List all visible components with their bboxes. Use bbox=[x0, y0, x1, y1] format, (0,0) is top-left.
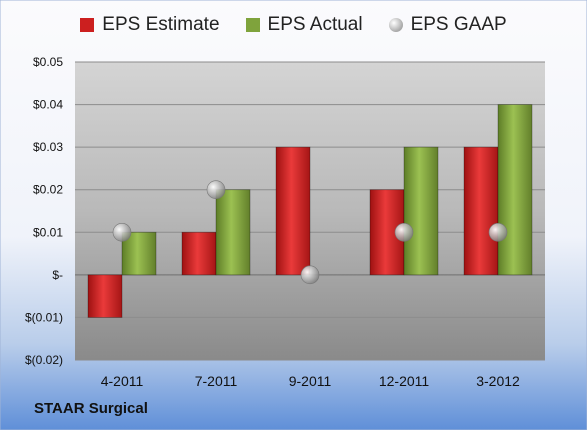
gaap-marker bbox=[112, 222, 132, 242]
y-tick-label: $0.05 bbox=[33, 55, 63, 69]
legend-item-actual: EPS Actual bbox=[245, 14, 363, 36]
legend-label-actual: EPS Actual bbox=[267, 14, 363, 35]
x-tick-label: 7-2011 bbox=[195, 373, 238, 389]
bar-eps-actual bbox=[121, 231, 157, 276]
bar-eps-estimate bbox=[87, 274, 123, 318]
legend-label-estimate: EPS Estimate bbox=[102, 14, 220, 35]
y-tick-label: $0.02 bbox=[33, 183, 63, 197]
legend-swatch-gaap bbox=[388, 18, 403, 32]
legend-label-gaap: EPS GAAP bbox=[410, 14, 507, 35]
bar-eps-actual bbox=[215, 189, 251, 276]
bar-eps-actual bbox=[497, 104, 533, 276]
legend: EPS Estimate EPS Actual EPS GAAP bbox=[0, 14, 587, 36]
bar-eps-estimate bbox=[275, 146, 311, 276]
gaap-marker bbox=[206, 180, 226, 200]
legend-swatch-actual bbox=[245, 18, 260, 32]
x-tick-label: 9-2011 bbox=[289, 373, 332, 389]
y-tick-label: $(0.02) bbox=[25, 353, 63, 367]
legend-swatch-estimate bbox=[80, 18, 95, 32]
gaap-marker bbox=[394, 222, 414, 242]
x-tick-label: 12-2011 bbox=[379, 373, 430, 389]
legend-item-gaap: EPS GAAP bbox=[388, 14, 507, 36]
y-tick-label: $0.04 bbox=[33, 98, 63, 112]
gaap-marker bbox=[300, 265, 320, 285]
bar-eps-actual bbox=[403, 146, 439, 276]
company-label: STAAR Surgical bbox=[34, 400, 148, 417]
gaap-marker bbox=[488, 222, 508, 242]
legend-item-estimate: EPS Estimate bbox=[80, 14, 220, 36]
y-tick-label: $0.03 bbox=[33, 140, 63, 154]
y-tick-label: $(0.01) bbox=[25, 310, 63, 324]
bar-eps-estimate bbox=[463, 146, 499, 276]
x-tick-label: 4-2011 bbox=[101, 373, 144, 389]
bar-eps-estimate bbox=[181, 231, 217, 276]
y-tick-label: $0.01 bbox=[33, 225, 63, 239]
x-tick-label: 3-2012 bbox=[476, 373, 520, 389]
y-tick-label: $- bbox=[52, 268, 63, 282]
